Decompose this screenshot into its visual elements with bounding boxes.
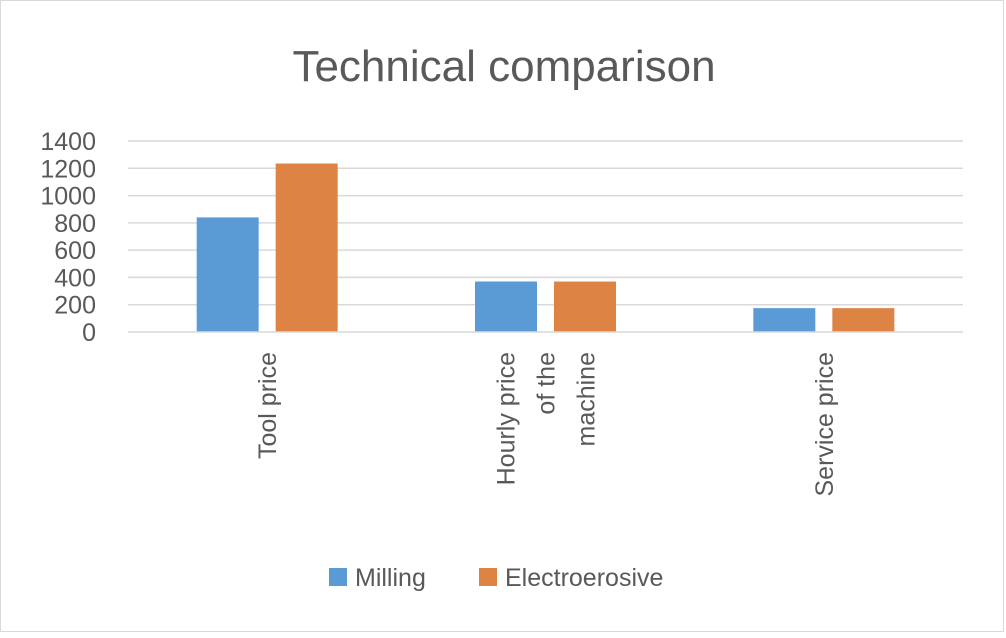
y-tick-label: 1200 xyxy=(40,155,96,183)
x-category-label: Tool price xyxy=(254,352,282,459)
legend-label-milling: Milling xyxy=(355,564,426,592)
chart-title: Technical comparison xyxy=(292,42,715,91)
y-tick-label: 600 xyxy=(54,237,96,265)
legend-label-electroerosive: Electroerosive xyxy=(505,564,663,592)
y-tick-label: 0 xyxy=(82,319,96,347)
bar-milling-3 xyxy=(753,308,816,332)
legend-swatch-milling xyxy=(329,568,347,586)
y-tick-label: 1000 xyxy=(40,183,96,211)
x-category-label-line: Tool price xyxy=(254,352,282,459)
x-axis-category-labels: Tool price Hourly price of the machine Servi… xyxy=(254,352,839,497)
y-tick-label: 1400 xyxy=(40,128,96,156)
bar-electroerosive-1 xyxy=(275,163,338,332)
y-tick-label: 400 xyxy=(54,264,96,292)
x-category-label-line: Hourly price xyxy=(493,352,521,485)
x-category-label-line: machine xyxy=(573,352,601,447)
legend: Milling Electroerosive xyxy=(329,564,663,592)
bar-milling-1 xyxy=(196,217,259,332)
bar-electroerosive-3 xyxy=(832,308,895,332)
x-category-label: Service price xyxy=(811,352,839,497)
legend-swatch-electroerosive xyxy=(479,568,497,586)
x-category-label-line: of the xyxy=(533,352,561,415)
y-tick-label: 200 xyxy=(54,292,96,320)
bar-electroerosive-2 xyxy=(554,281,616,332)
gridlines xyxy=(128,140,963,306)
x-category-label-line: Service price xyxy=(811,352,839,497)
x-category-label: Hourly price of the machine xyxy=(493,352,601,485)
bar-milling-2 xyxy=(475,281,537,332)
y-tick-label: 800 xyxy=(54,210,96,238)
bars xyxy=(196,163,895,332)
